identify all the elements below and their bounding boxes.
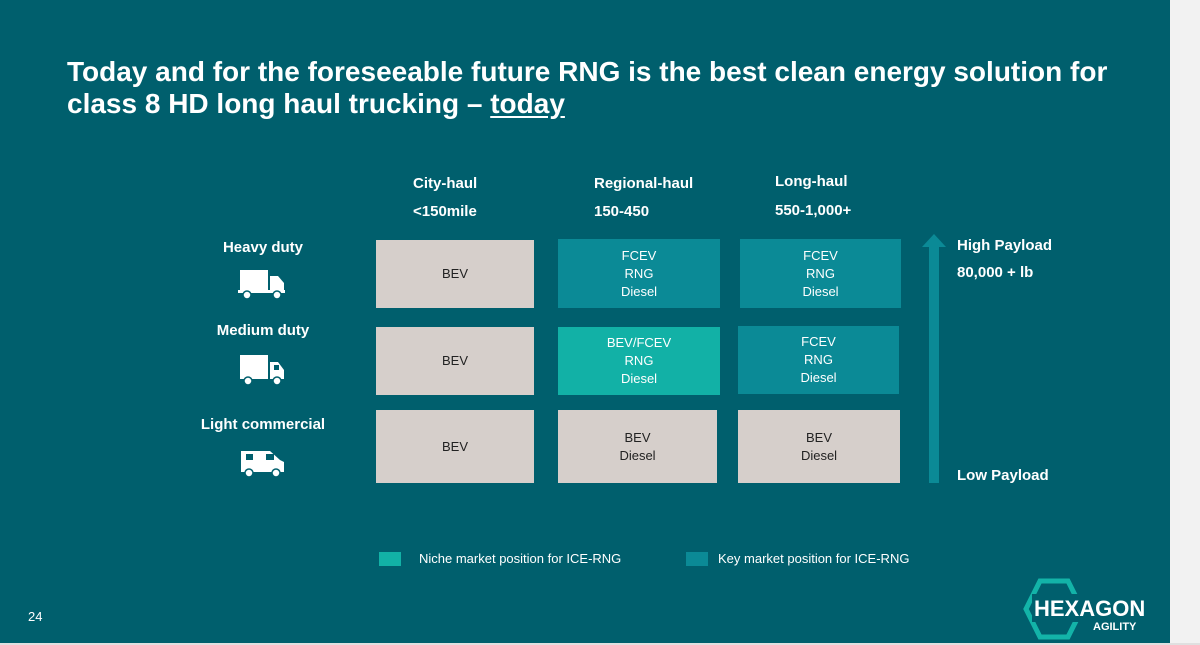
cell-line: BEV/FCEV bbox=[606, 335, 672, 350]
legend-niche-label: Niche market position for ICE-RNG bbox=[419, 551, 622, 566]
cell-line: BEV bbox=[441, 266, 468, 281]
legend-key-label: Key market position for ICE-RNG bbox=[718, 551, 910, 566]
cell-line: FCEV bbox=[801, 334, 836, 349]
column-range-long-haul: 550-1,000+ bbox=[775, 202, 852, 219]
cell-light-city: BEV bbox=[376, 410, 534, 483]
hexagon-agility-logo: HEXAGON AGILITY bbox=[1023, 578, 1154, 640]
van-icon bbox=[241, 451, 284, 478]
title-underlined-text: today bbox=[490, 88, 565, 119]
slide-title: Today and for the foreseeable future RNG… bbox=[67, 56, 1127, 120]
cell-line: BEV bbox=[441, 353, 468, 368]
box-truck-icon bbox=[240, 355, 284, 386]
cell-line: BEV bbox=[805, 429, 832, 445]
title-main-text: Today and for the foreseeable future RNG… bbox=[67, 56, 1108, 119]
cell-line: RNG bbox=[624, 265, 654, 281]
cell-line: Diesel bbox=[619, 447, 656, 463]
legend-key-swatch bbox=[686, 552, 708, 566]
bottom-margin bbox=[0, 643, 1200, 645]
cell-line: RNG bbox=[806, 265, 835, 281]
cell-line: RNG bbox=[624, 353, 654, 368]
row-label-light-commercial: Light commercial bbox=[200, 416, 326, 433]
low-payload-label: Low Payload bbox=[957, 467, 1049, 484]
payload-arrow-icon bbox=[922, 234, 946, 483]
high-payload-value: 80,000 + lb bbox=[957, 264, 1034, 281]
cell-line: BEV bbox=[624, 429, 651, 445]
column-header-city-haul: City-haul bbox=[413, 175, 478, 192]
row-label-heavy-duty: Heavy duty bbox=[222, 239, 304, 256]
cell-line: Diesel bbox=[802, 283, 839, 299]
column-range-regional-haul: 150-450 bbox=[594, 203, 650, 220]
logo-subtext: AGILITY bbox=[1093, 621, 1137, 633]
cell-line: RNG bbox=[804, 352, 833, 367]
row-label-medium-duty: Medium duty bbox=[216, 322, 310, 339]
semi-truck-icon bbox=[238, 270, 285, 300]
logo-text: HEXAGON bbox=[1034, 596, 1145, 621]
cell-line: FCEV bbox=[621, 247, 657, 263]
slide: Today and for the foreseeable future RNG… bbox=[0, 0, 1170, 643]
cell-line: Diesel bbox=[620, 283, 658, 299]
cell-heavy-long: FCEV RNG Diesel bbox=[740, 239, 901, 308]
cell-medium-regional: BEV/FCEV RNG Diesel bbox=[558, 327, 720, 395]
cell-line: Diesel bbox=[800, 370, 837, 385]
cell-medium-long: FCEV RNG Diesel bbox=[738, 326, 899, 394]
cell-heavy-regional: FCEV RNG Diesel bbox=[558, 239, 720, 308]
cell-line: BEV bbox=[441, 438, 468, 454]
high-payload-label: High Payload bbox=[957, 237, 1053, 254]
right-margin bbox=[1170, 0, 1200, 645]
cell-light-long: BEV Diesel bbox=[738, 410, 900, 483]
cell-line: FCEV bbox=[803, 247, 838, 263]
cell-line: Diesel bbox=[620, 371, 658, 386]
column-header-regional-haul: Regional-haul bbox=[594, 175, 694, 192]
cell-light-regional: BEV Diesel bbox=[558, 410, 717, 483]
column-header-long-haul: Long-haul bbox=[775, 173, 848, 190]
cell-line: Diesel bbox=[800, 447, 838, 463]
cell-heavy-city: BEV bbox=[376, 240, 534, 308]
column-range-city-haul: <150mile bbox=[413, 203, 477, 220]
cell-medium-city: BEV bbox=[376, 327, 534, 395]
page-number: 24 bbox=[28, 609, 43, 624]
legend-niche-swatch bbox=[379, 552, 401, 566]
